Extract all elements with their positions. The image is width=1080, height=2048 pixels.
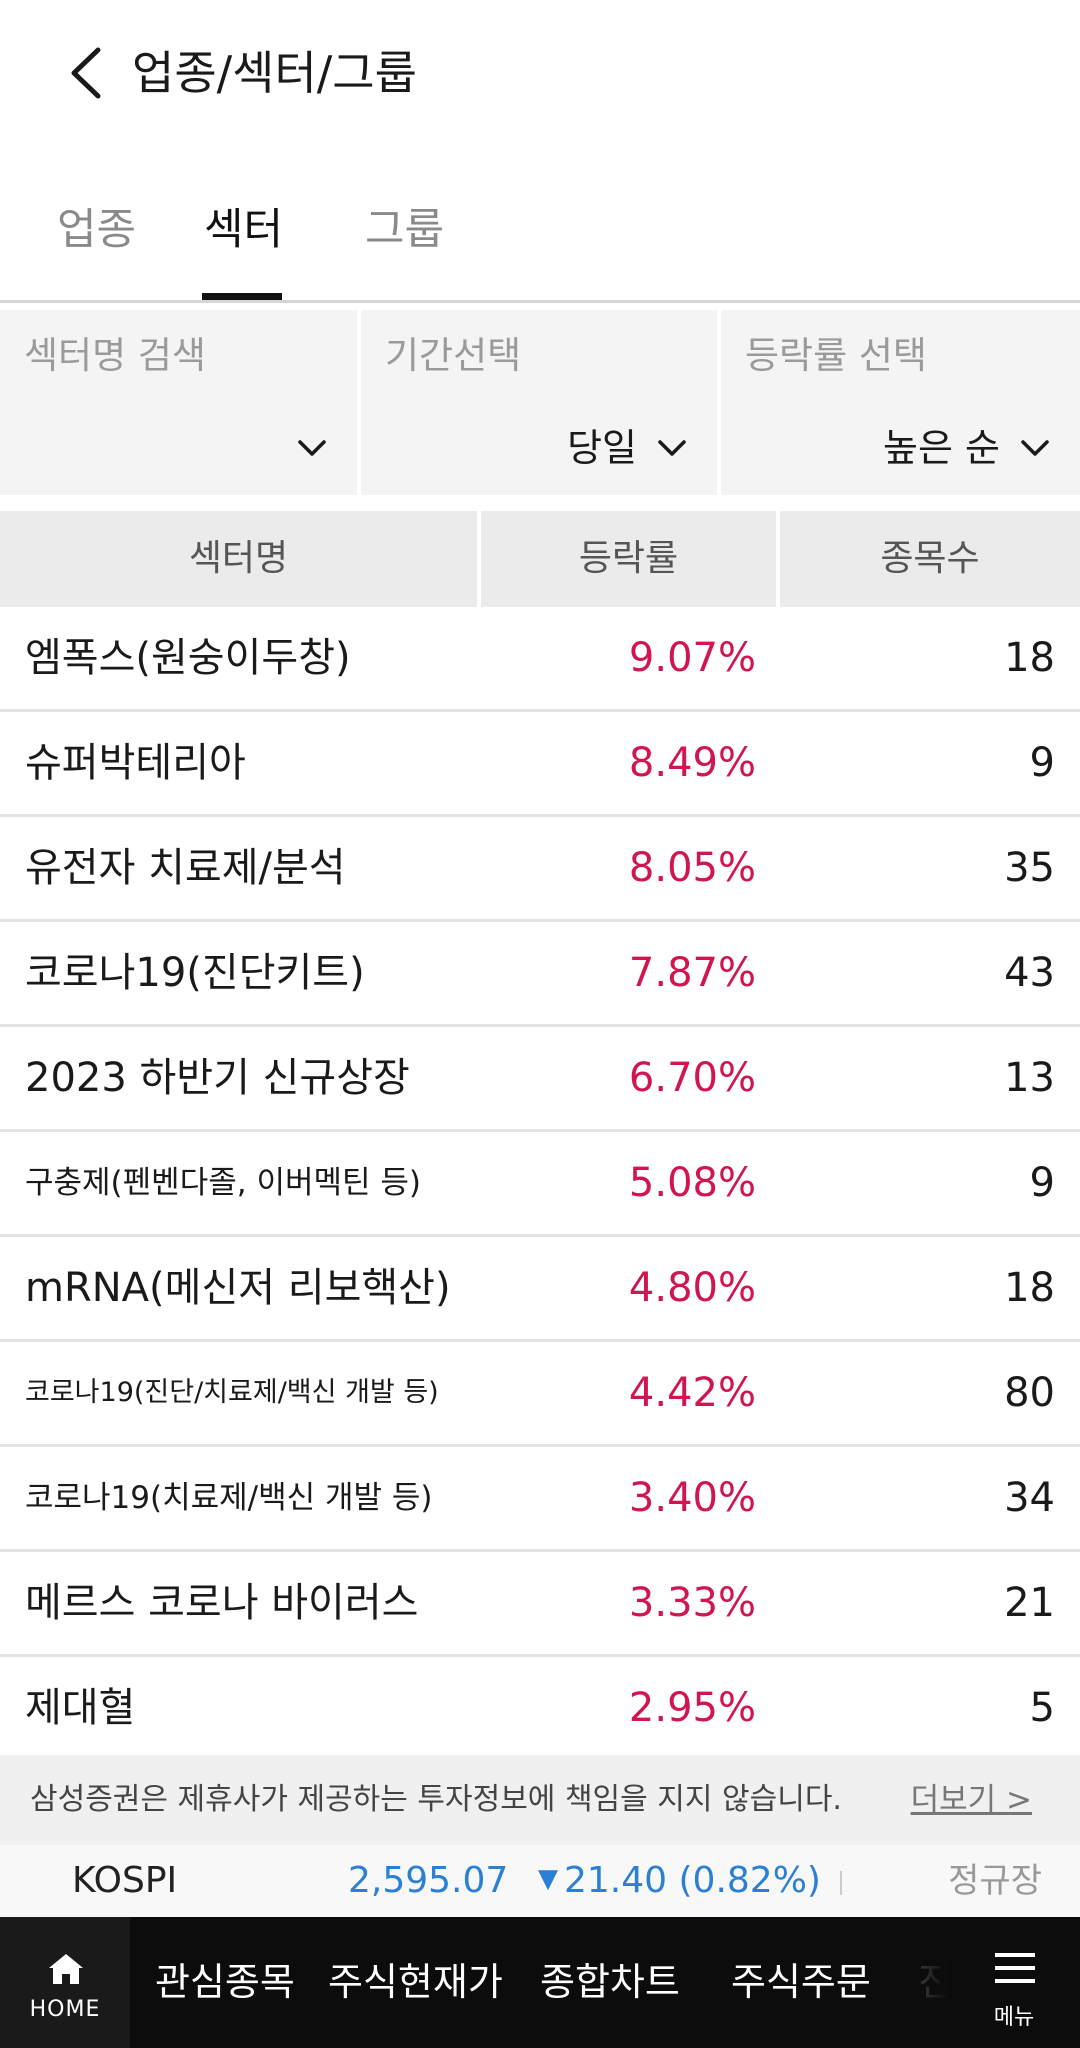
table-row[interactable]: mRNA(메신저 리보핵산) 4.80% 18 [0,1237,1080,1342]
sector-rate: 3.40% [628,1475,756,1521]
table-header: 섹터명 등락률 종목수 [0,511,1080,607]
bottom-nav: HOME 관심종목 주식현재가 종합차트 주식주문 진 메뉴 [0,1917,1080,2048]
sector-rate: 4.42% [628,1370,756,1416]
table-row[interactable]: 코로나19(진단/치료제/백신 개발 등) 4.42% 80 [0,1342,1080,1447]
chevron-left-icon [71,47,101,99]
sector-rate: 5.08% [628,1160,756,1206]
sector-name: 제대혈 [25,1685,136,1731]
tab-industry[interactable]: 업종 [57,205,137,255]
filter-bar: 섹터명 검색 기간선택 당일 등락률 선택 높은 순 [0,310,1080,495]
filter-value: 당일 [567,426,637,470]
table-row[interactable]: 제대혈 2.95% 5 [0,1657,1080,1755]
home-label: HOME [29,1997,101,2022]
sector-count: 18 [1004,1265,1055,1311]
chevron-down-icon [295,434,329,462]
nav-stock-price[interactable]: 주식현재가 [328,1960,503,2004]
sector-count: 5 [1029,1685,1055,1731]
nav-chart[interactable]: 종합차트 [540,1960,680,2004]
nav-watchlist[interactable]: 관심종목 [155,1960,295,2004]
sector-count: 9 [1029,1160,1055,1206]
sector-count: 21 [1004,1580,1055,1626]
header: 업종/섹터/그룹 [0,0,1080,150]
sector-name: 엠폭스(원숭이두창) [25,635,351,681]
sector-name: 메르스 코로나 바이러스 [25,1580,419,1626]
column-header-sector-name[interactable]: 섹터명 [0,511,477,607]
disclaimer-text: 삼성증권은 제휴사가 제공하는 투자정보에 책임을 지지 않습니다. [30,1782,842,1817]
filter-label: 섹터명 검색 [24,334,206,377]
sector-count: 9 [1029,740,1055,786]
index-change-value: 21.40 (0.82%) [564,1860,821,1901]
sector-count: 35 [1004,845,1055,891]
sector-list: 엠폭스(원숭이두창) 9.07% 18 슈퍼박테리아 8.49% 9 유전자 치… [0,607,1080,1755]
table-row[interactable]: 코로나19(진단키트) 7.87% 43 [0,922,1080,1027]
sector-name: 코로나19(치료제/백신 개발 등) [25,1480,433,1516]
table-row[interactable]: 메르스 코로나 바이러스 3.33% 21 [0,1552,1080,1657]
sector-rate: 8.05% [628,845,756,891]
home-button[interactable]: HOME [0,1917,130,2048]
more-link[interactable]: 더보기 > [910,1782,1032,1818]
sector-count: 34 [1004,1475,1055,1521]
table-row[interactable]: 코로나19(치료제/백신 개발 등) 3.40% 34 [0,1447,1080,1552]
sector-name: mRNA(메신저 리보핵산) [25,1265,451,1311]
chevron-down-icon [1018,434,1052,462]
index-change: ▼ 21.40 (0.82%) [538,1845,821,1918]
nav-fade [900,1917,948,2048]
sector-rate: 7.87% [628,950,756,996]
table-row[interactable]: 구충제(펜벤다졸, 이버멕틴 등) 5.08% 9 [0,1132,1080,1237]
sector-name: 슈퍼박테리아 [25,740,246,786]
page-title: 업종/섹터/그룹 [132,46,417,100]
rate-sort-dropdown[interactable]: 등락률 선택 높은 순 [721,310,1080,495]
filter-label: 기간선택 [385,334,522,377]
sector-name: 유전자 치료제/분석 [25,845,346,891]
back-button[interactable] [58,38,118,108]
sector-name: 2023 하반기 신규상장 [25,1055,410,1101]
index-ticker[interactable]: KOSPI 2,595.07 ▼ 21.40 (0.82%) 정규장 [0,1845,1080,1917]
table-row[interactable]: 유전자 치료제/분석 8.05% 35 [0,817,1080,922]
nav-stock-order[interactable]: 주식주문 [731,1960,871,2004]
tab-sector[interactable]: 섹터 [204,205,284,255]
period-select-dropdown[interactable]: 기간선택 당일 [361,310,717,495]
sector-rate: 2.95% [628,1685,756,1731]
table-row[interactable]: 엠폭스(원숭이두창) 9.07% 18 [0,607,1080,712]
table-row[interactable]: 슈퍼박테리아 8.49% 9 [0,712,1080,817]
home-icon [46,1951,86,1987]
sector-name: 구충제(펜벤다졸, 이버멕틴 등) [25,1165,421,1201]
disclaimer-bar: 삼성증권은 제휴사가 제공하는 투자정보에 책임을 지지 않습니다. 더보기 > [0,1755,1080,1845]
divider [840,1871,842,1895]
tab-bar: 업종 섹터 그룹 [0,185,1080,303]
sector-rate: 3.33% [628,1580,756,1626]
sector-rate: 9.07% [628,635,756,681]
sector-search-dropdown[interactable]: 섹터명 검색 [0,310,357,495]
sector-count: 13 [1004,1055,1055,1101]
sector-rate: 6.70% [628,1055,756,1101]
triangle-down-icon: ▼ [538,1864,558,1894]
filter-label: 등락률 선택 [745,334,927,377]
menu-label: 메뉴 [993,2005,1035,2030]
menu-button[interactable]: 메뉴 [948,1917,1080,2048]
column-header-count[interactable]: 종목수 [780,511,1080,607]
sector-count: 80 [1004,1370,1055,1416]
sector-count: 43 [1004,950,1055,996]
sector-name: 코로나19(진단키트) [25,950,365,996]
tab-group[interactable]: 그룹 [365,205,445,255]
active-tab-indicator [202,293,282,300]
index-name: KOSPI [72,1860,178,1901]
sector-rate: 8.49% [628,740,756,786]
table-row[interactable]: 2023 하반기 신규상장 6.70% 13 [0,1027,1080,1132]
hamburger-icon [995,1951,1035,1985]
sector-count: 18 [1004,635,1055,681]
market-status: 정규장 [948,1861,1042,1901]
sector-name: 코로나19(진단/치료제/백신 개발 등) [25,1377,439,1408]
index-value: 2,595.07 [348,1860,509,1901]
filter-value: 높은 순 [883,426,1000,470]
sector-rate: 4.80% [628,1265,756,1311]
column-header-rate[interactable]: 등락률 [481,511,776,607]
chevron-down-icon [655,434,689,462]
